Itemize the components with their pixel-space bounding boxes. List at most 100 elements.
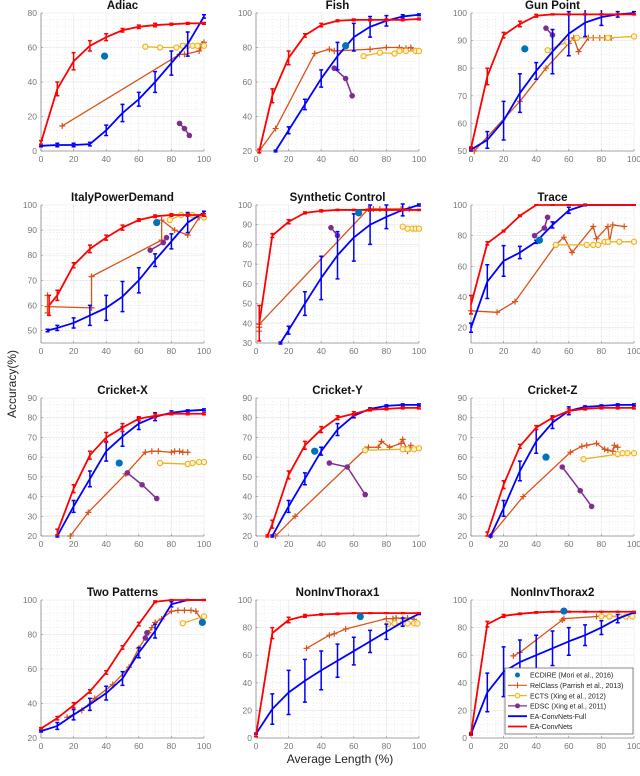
y-tick-label: 80 bbox=[458, 623, 468, 633]
x-tick-label: 20 bbox=[284, 346, 294, 356]
x-tick-label: 60 bbox=[134, 539, 144, 549]
relclass-point bbox=[614, 444, 621, 451]
ea-convnets-full-errorbar bbox=[55, 324, 60, 332]
plot-area bbox=[468, 203, 637, 334]
relclass-point bbox=[383, 615, 390, 622]
relclass-point bbox=[85, 509, 92, 516]
ea-convnets-errorbar bbox=[517, 214, 522, 218]
ea-convnets-errorbar bbox=[286, 219, 291, 225]
ea-convnets-errorbar bbox=[169, 213, 174, 218]
ea-convnets-errorbar bbox=[632, 13, 636, 16]
y-tick-label: 50 bbox=[243, 299, 253, 309]
ea-convnets-errorbar bbox=[469, 146, 473, 151]
relclass-point bbox=[326, 46, 333, 53]
x-tick-label: 100 bbox=[412, 154, 426, 164]
ea-convnets-full-errorbar bbox=[351, 22, 356, 52]
x-tick-label: 80 bbox=[382, 539, 392, 549]
ea-convnets-errorbar bbox=[400, 406, 405, 410]
x-tick-label: 100 bbox=[197, 741, 211, 751]
panel-synthetic-control: 0 20 40 60 80 100 30 40 50 60 70 80 90 100 Synthetic C… bbox=[238, 192, 427, 356]
relclass-line bbox=[66, 609, 203, 718]
legend-entry-ects: ECTS (Xing et al., 2012) bbox=[508, 692, 606, 700]
ea-convnets-full-errorbar bbox=[485, 130, 490, 149]
x-tick-label: 80 bbox=[597, 346, 607, 356]
ea-convnets-errorbar bbox=[517, 612, 522, 616]
ea-convnets-full-errorbar bbox=[87, 470, 92, 488]
x-tick-label: 0 bbox=[39, 346, 44, 356]
x-tick-label: 80 bbox=[167, 154, 177, 164]
y-tick-label: 70 bbox=[28, 275, 38, 285]
y-tick-label: 80 bbox=[243, 413, 253, 423]
y-tick-label: 40 bbox=[458, 292, 468, 302]
panel-title: NonInvThorax1 bbox=[296, 587, 380, 599]
ea-convnets-full-errorbar bbox=[400, 617, 405, 627]
x-tick-label: 80 bbox=[382, 741, 392, 751]
relclass-point bbox=[376, 205, 383, 212]
ecdire-point bbox=[115, 459, 123, 467]
x-tick-label: 20 bbox=[499, 154, 509, 164]
ea-convnets-errorbar bbox=[104, 669, 109, 675]
y-tick-label: 90 bbox=[28, 225, 38, 235]
edsc-point bbox=[342, 75, 349, 82]
edsc-point bbox=[160, 239, 167, 246]
panel-title: Gun Point bbox=[525, 0, 580, 12]
relclass-point bbox=[604, 223, 611, 230]
ea-convnets-errorbar bbox=[351, 411, 356, 417]
ects-point bbox=[194, 42, 201, 49]
x-tick-label: 60 bbox=[134, 346, 144, 356]
plot-area bbox=[39, 598, 207, 733]
ecdire-point bbox=[542, 453, 550, 461]
ea-convnets-errorbar bbox=[351, 611, 356, 615]
ea-convnets-errorbar bbox=[400, 611, 405, 615]
ea-convnets-errorbar bbox=[169, 598, 174, 602]
relclass-line bbox=[473, 37, 612, 152]
ea-convnets-errorbar bbox=[254, 733, 258, 738]
ea-convnets-line bbox=[258, 209, 419, 324]
ea-convnets-errorbar bbox=[417, 406, 421, 410]
ea-convnets-full-errorbar bbox=[384, 623, 389, 641]
relclass-point bbox=[399, 436, 406, 443]
y-tick-label: 0 bbox=[32, 146, 37, 156]
relclass-point bbox=[510, 652, 517, 659]
legend-entry-full: EA-ConvNets-Full bbox=[508, 714, 586, 721]
y-tick-label: 50 bbox=[28, 472, 38, 482]
relclass-point bbox=[168, 449, 175, 456]
ea-convnets-errorbar bbox=[335, 612, 340, 616]
ea-convnets-errorbar bbox=[615, 13, 620, 16]
ea-convnets-errorbar bbox=[202, 21, 206, 25]
ea-convnets-line bbox=[258, 18, 420, 152]
panel-title: Fish bbox=[326, 0, 350, 12]
ea-convnets-errorbar bbox=[270, 626, 275, 640]
relclass-point bbox=[609, 221, 616, 228]
ea-convnets-errorbar bbox=[550, 610, 555, 613]
x-tick-label: 80 bbox=[382, 346, 392, 356]
relclass-point bbox=[520, 493, 527, 500]
legend-label: EA-ConvNets bbox=[530, 724, 573, 731]
ea-convnets-errorbar bbox=[39, 139, 43, 145]
y-tick-label: 20 bbox=[243, 705, 253, 715]
relclass-point bbox=[593, 235, 600, 242]
x-tick-label: 60 bbox=[349, 346, 359, 356]
ea-convnets-full-errorbar bbox=[273, 149, 278, 153]
plot-area bbox=[265, 403, 422, 539]
relclass-point bbox=[67, 533, 74, 539]
x-tick-label: 40 bbox=[101, 346, 111, 356]
ects-point bbox=[415, 47, 422, 55]
panel-adiac: 0 20 40 60 80 100 0 20 40 60 80 Adiac bbox=[28, 0, 212, 164]
y-tick-label: 100 bbox=[453, 595, 467, 605]
ea-convnets-full-errorbar bbox=[71, 499, 76, 514]
panel-title: Cricket-Y bbox=[312, 385, 363, 397]
grid bbox=[40, 397, 205, 537]
ea-convnets-full-errorbar bbox=[335, 422, 340, 437]
ea-convnets-errorbar bbox=[632, 203, 636, 207]
edsc-point bbox=[326, 460, 333, 466]
y-tick-label: 70 bbox=[458, 91, 468, 101]
edsc-point bbox=[544, 214, 551, 221]
relclass-point bbox=[583, 442, 590, 449]
ea-convnets-full-errorbar bbox=[270, 693, 275, 725]
ea-convnets-full-errorbar bbox=[501, 499, 506, 518]
ea-convnets-full-errorbar bbox=[583, 624, 588, 647]
ea-convnets-full-errorbar bbox=[169, 233, 174, 250]
plot-area bbox=[55, 408, 207, 539]
ea-convnets-errorbar bbox=[632, 406, 636, 410]
